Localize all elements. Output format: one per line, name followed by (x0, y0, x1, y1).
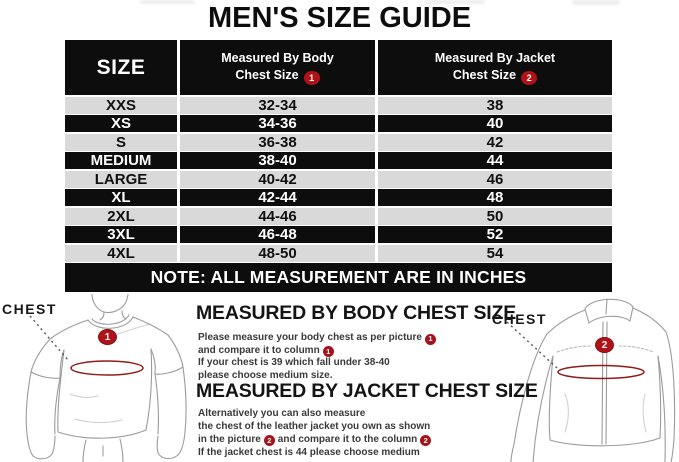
note-bar: NOTE: ALL MEASUREMENT ARE IN INCHES (65, 263, 612, 292)
size-header-label: SIZE (96, 55, 146, 79)
size-cell: 3XL (65, 226, 177, 243)
body-chest-cell: 38-40 (180, 152, 375, 169)
instruction-line: If the jacket chest is 44 please choose … (198, 447, 420, 458)
table-row: S 36-38 42 (65, 133, 612, 151)
body-chest-section-heading: MEASURED BY BODY CHEST SIZE (196, 302, 517, 324)
jacket-chest-cell: 42 (378, 133, 612, 151)
instruction-line: in the picture 2 and compare it to the col… (198, 433, 434, 446)
instruction-line: Please measure your body chest as per pi… (198, 332, 439, 345)
size-cell: 2XL (65, 207, 177, 225)
instruction-line: the chest of the leather jacket you own … (198, 421, 431, 432)
body-chest-cell: 40-42 (180, 170, 375, 188)
size-cell: XS (65, 115, 177, 132)
inline-2-badge: 2 (263, 435, 275, 446)
size-cell: S (65, 133, 177, 151)
table-row: LARGE 40-42 46 (65, 170, 612, 188)
body-chest-cell: 34-36 (180, 115, 375, 132)
column-2-badge: 2 (521, 71, 538, 86)
jacket-chest-cell: 48 (378, 189, 612, 206)
body-chest-cell: 42-44 (180, 189, 375, 206)
body-chest-cell: 36-38 (180, 133, 375, 151)
chest-pointer-line-left (29, 315, 69, 361)
size-table-header: SIZE Measured By Body Chest Size 1 Measur… (65, 40, 612, 95)
jacket-chest-cell: 50 (378, 207, 612, 225)
size-cell: MEDIUM (65, 152, 177, 169)
top-edge-artifact (572, 0, 620, 5)
instruction-line: please choose medium size. (198, 369, 333, 381)
jacket-chest-cell: 54 (378, 244, 612, 262)
table-row: XL 42-44 48 (65, 189, 612, 206)
chest-measure-ellipse-right (557, 364, 645, 380)
figure-2-badge: 2 (595, 337, 614, 353)
header-cell-jacket-chest: Measured By Jacket Chest Size 2 (378, 40, 612, 95)
jacket-chest-section-heading: MEASURED BY JACKET CHEST SIZE (196, 380, 538, 402)
jacket-chest-cell: 44 (378, 152, 612, 169)
jacket-illustration (506, 298, 676, 462)
inline-1-badge: 1 (424, 333, 436, 345)
header-cell-size: SIZE (65, 40, 177, 95)
chest-label-left: CHEST (2, 301, 57, 317)
size-table: SIZE Measured By Body Chest Size 1 Measur… (65, 40, 612, 292)
size-cell: XXS (65, 96, 177, 114)
page-title: MEN'S SIZE GUIDE (207, 2, 472, 34)
column-1-badge: 1 (303, 71, 320, 86)
figure-1-badge: 1 (98, 329, 117, 345)
tshirt-illustration (25, 294, 187, 462)
table-row: 2XL 44-46 50 (65, 207, 612, 225)
jacket-chest-header-line2: Chest Size 2 (453, 67, 538, 86)
table-row: XXS 32-34 38 (65, 96, 612, 114)
jacket-chest-cell: 46 (378, 170, 612, 188)
jacket-chest-header-line1: Measured By Jacket (434, 50, 556, 65)
size-cell: XL (65, 189, 177, 206)
body-chest-header-line1: Measured By Body (221, 50, 334, 65)
inline-2-badge: 2 (420, 435, 432, 446)
header-cell-body-chest: Measured By Body Chest Size 1 (180, 40, 375, 95)
table-row: 4XL 48-50 54 (65, 244, 612, 262)
size-cell: LARGE (65, 170, 177, 188)
instruction-line: If your chest is 39 which fall under 38-… (198, 357, 390, 369)
size-cell: 4XL (65, 244, 177, 262)
instruction-line: Alternatively you can also measure (198, 408, 366, 419)
body-chest-cell: 32-34 (180, 96, 375, 114)
top-edge-artifact (140, 0, 195, 4)
body-chest-cell: 44-46 (180, 207, 375, 225)
body-chest-cell: 48-50 (180, 244, 375, 262)
chest-label-right: CHEST (492, 311, 547, 327)
table-row: XS 34-36 40 (65, 115, 612, 132)
chest-measure-ellipse-left (70, 360, 144, 376)
body-chest-instructions: Please measure your body chest as per pi… (198, 332, 439, 382)
top-edge-artifact (425, 0, 485, 4)
inline-1-badge: 1 (322, 346, 334, 358)
body-chest-cell: 46-48 (180, 226, 375, 243)
instruction-line: and compare it to column 1 (198, 345, 439, 358)
jacket-chest-instructions: Alternatively you can also measure the c… (198, 407, 434, 459)
table-row: 3XL 46-48 52 (65, 226, 612, 243)
jacket-chest-cell: 40 (378, 115, 612, 132)
body-chest-header-line2: Chest Size 1 (235, 67, 320, 86)
jacket-chest-cell: 52 (378, 226, 612, 243)
chest-pointer-line-right (506, 321, 558, 369)
table-row: MEDIUM 38-40 44 (65, 152, 612, 169)
jacket-chest-cell: 38 (378, 96, 612, 114)
